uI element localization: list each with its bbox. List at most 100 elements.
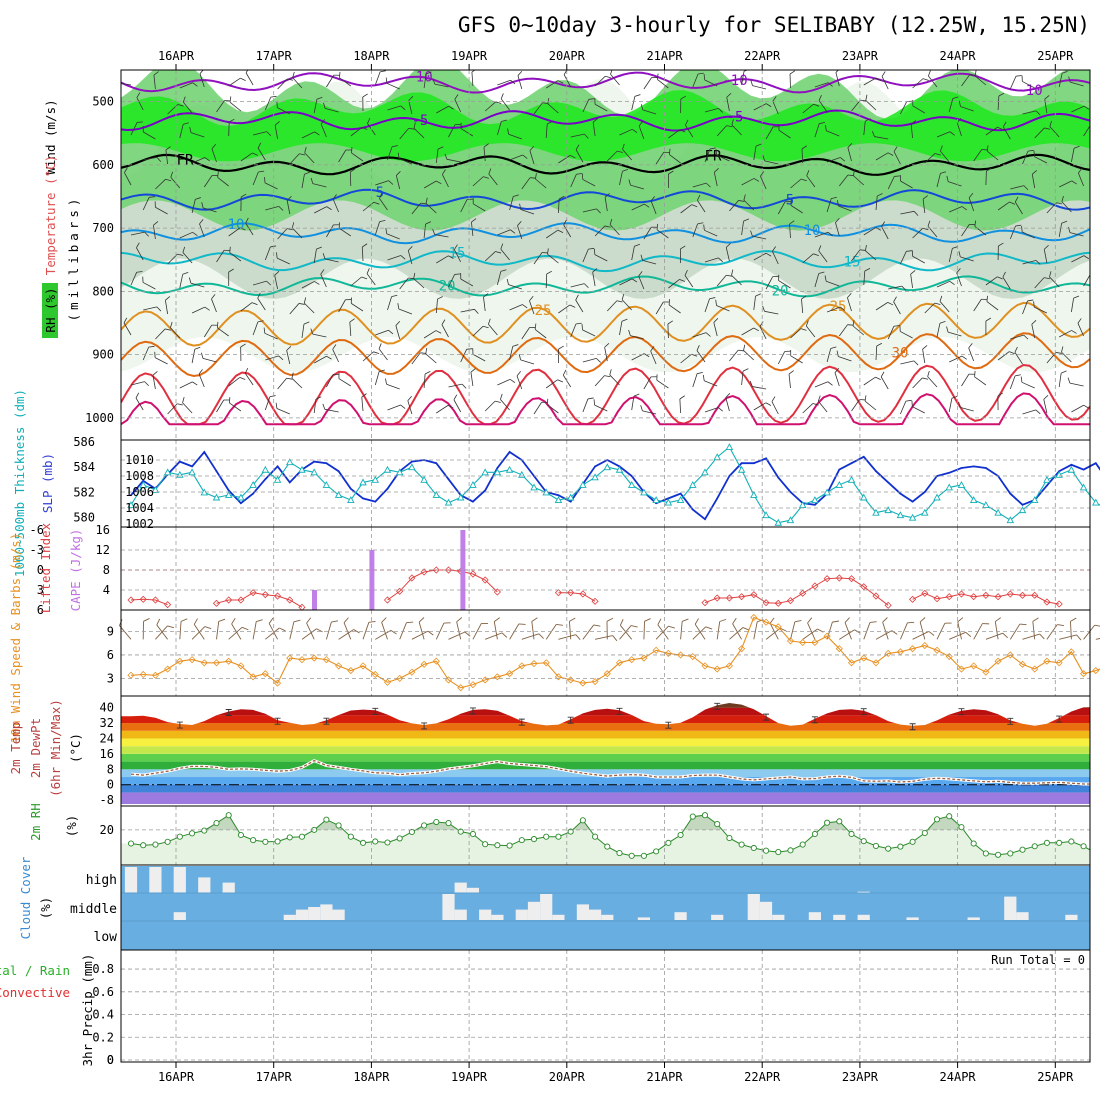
barb-feather <box>257 142 262 149</box>
date-label-top: 21APR <box>646 49 683 63</box>
thickness-point <box>163 468 172 476</box>
wind-barb <box>948 246 959 263</box>
barb-shaft <box>801 299 804 314</box>
barb-shaft <box>408 100 413 115</box>
wind-barb <box>753 103 772 111</box>
slp-point <box>349 487 352 490</box>
barb-shaft <box>135 397 144 411</box>
barb-feather <box>153 221 159 226</box>
barb-shaft <box>399 277 409 290</box>
wind-barb <box>123 317 132 336</box>
barb-feather <box>437 146 444 150</box>
barb-feather <box>495 400 501 403</box>
barb-shaft <box>863 271 866 286</box>
barb-feather <box>483 176 489 179</box>
barb-feather <box>958 401 961 408</box>
barb-shaft <box>301 281 315 289</box>
wind-barb <box>703 224 718 237</box>
temp-tick: 40 <box>100 701 114 715</box>
wind-barb <box>1049 120 1060 138</box>
barb-shaft <box>692 73 699 88</box>
barb-feather <box>847 324 854 326</box>
slp-point <box>679 492 682 495</box>
barb-feather <box>547 98 550 104</box>
wind10-point <box>493 673 501 681</box>
barb-feather <box>864 268 871 272</box>
barb-shaft <box>764 310 779 315</box>
barb-feather <box>840 157 846 162</box>
cape-tick: 4 <box>103 583 110 597</box>
wind-barb <box>509 304 528 311</box>
barb-shaft <box>1070 621 1072 640</box>
barb-shaft <box>485 632 503 640</box>
barb-feather <box>621 318 628 322</box>
cloud-bar-middle <box>295 909 309 920</box>
wind10-point <box>615 659 624 667</box>
wind-barb <box>472 197 486 212</box>
wind-barb <box>604 343 610 362</box>
barb-feather <box>865 94 868 101</box>
thickness-point <box>884 506 892 514</box>
barb-feather <box>444 153 448 160</box>
barb-feather <box>871 130 875 137</box>
wind-barb <box>582 357 601 363</box>
barb-shaft <box>604 197 608 212</box>
barb-feather <box>818 271 825 274</box>
barb-shaft <box>940 150 950 163</box>
wind-barb <box>407 396 413 415</box>
wind-barb <box>716 274 733 287</box>
wind10-barb <box>493 617 500 640</box>
barb-shaft <box>704 107 719 113</box>
barb-feather <box>1061 196 1064 202</box>
wind10-barb <box>435 622 451 640</box>
barb-shaft <box>594 375 605 387</box>
rh2m-point <box>359 839 367 846</box>
barb-shaft <box>716 621 721 640</box>
barb-shaft <box>326 74 335 88</box>
rh2m-point <box>494 842 501 849</box>
wind-barb <box>863 118 871 136</box>
slp-point <box>630 475 633 477</box>
temp-contour <box>121 109 1090 132</box>
barb-shaft <box>191 306 205 314</box>
wind-barb <box>875 342 883 361</box>
barb-feather <box>831 196 837 199</box>
thickness-point <box>982 501 990 509</box>
barb-shaft <box>301 174 305 189</box>
temp-tick: 0 <box>107 778 114 792</box>
thickness-point <box>835 480 844 488</box>
rh2m-point <box>140 842 147 849</box>
barb-feather <box>448 105 454 110</box>
barb-feather <box>697 194 701 201</box>
barb-feather <box>460 122 462 129</box>
wind10-barb <box>957 617 964 640</box>
barb-feather <box>584 283 589 289</box>
wind-barb <box>423 221 432 239</box>
barb-shaft <box>638 125 645 140</box>
barb-shaft <box>863 376 876 386</box>
barb-feather <box>757 619 764 623</box>
wind10-point <box>738 645 746 653</box>
wind-barb <box>1071 404 1089 413</box>
barb-feather <box>901 285 907 291</box>
barb-shaft <box>136 247 144 261</box>
wind10-point <box>994 657 1002 665</box>
barb-feather <box>1002 271 1006 278</box>
barb-shaft <box>582 398 589 413</box>
barb-feather <box>180 618 188 622</box>
wind-barb <box>379 193 388 211</box>
barb-feather <box>306 617 312 624</box>
barb-shaft <box>386 82 400 90</box>
barb-feather <box>488 168 492 175</box>
barb-shaft <box>657 79 669 89</box>
wind-barb <box>535 173 547 189</box>
thickness-tick: 586 <box>73 435 95 449</box>
barb-shaft <box>558 634 576 640</box>
barb-feather <box>726 274 733 277</box>
wind10-point <box>701 662 709 670</box>
wind-barb <box>349 318 355 337</box>
li-line <box>558 592 596 602</box>
barb-feather <box>651 76 658 79</box>
barb-shaft <box>875 196 878 211</box>
slp-point <box>1021 503 1024 506</box>
